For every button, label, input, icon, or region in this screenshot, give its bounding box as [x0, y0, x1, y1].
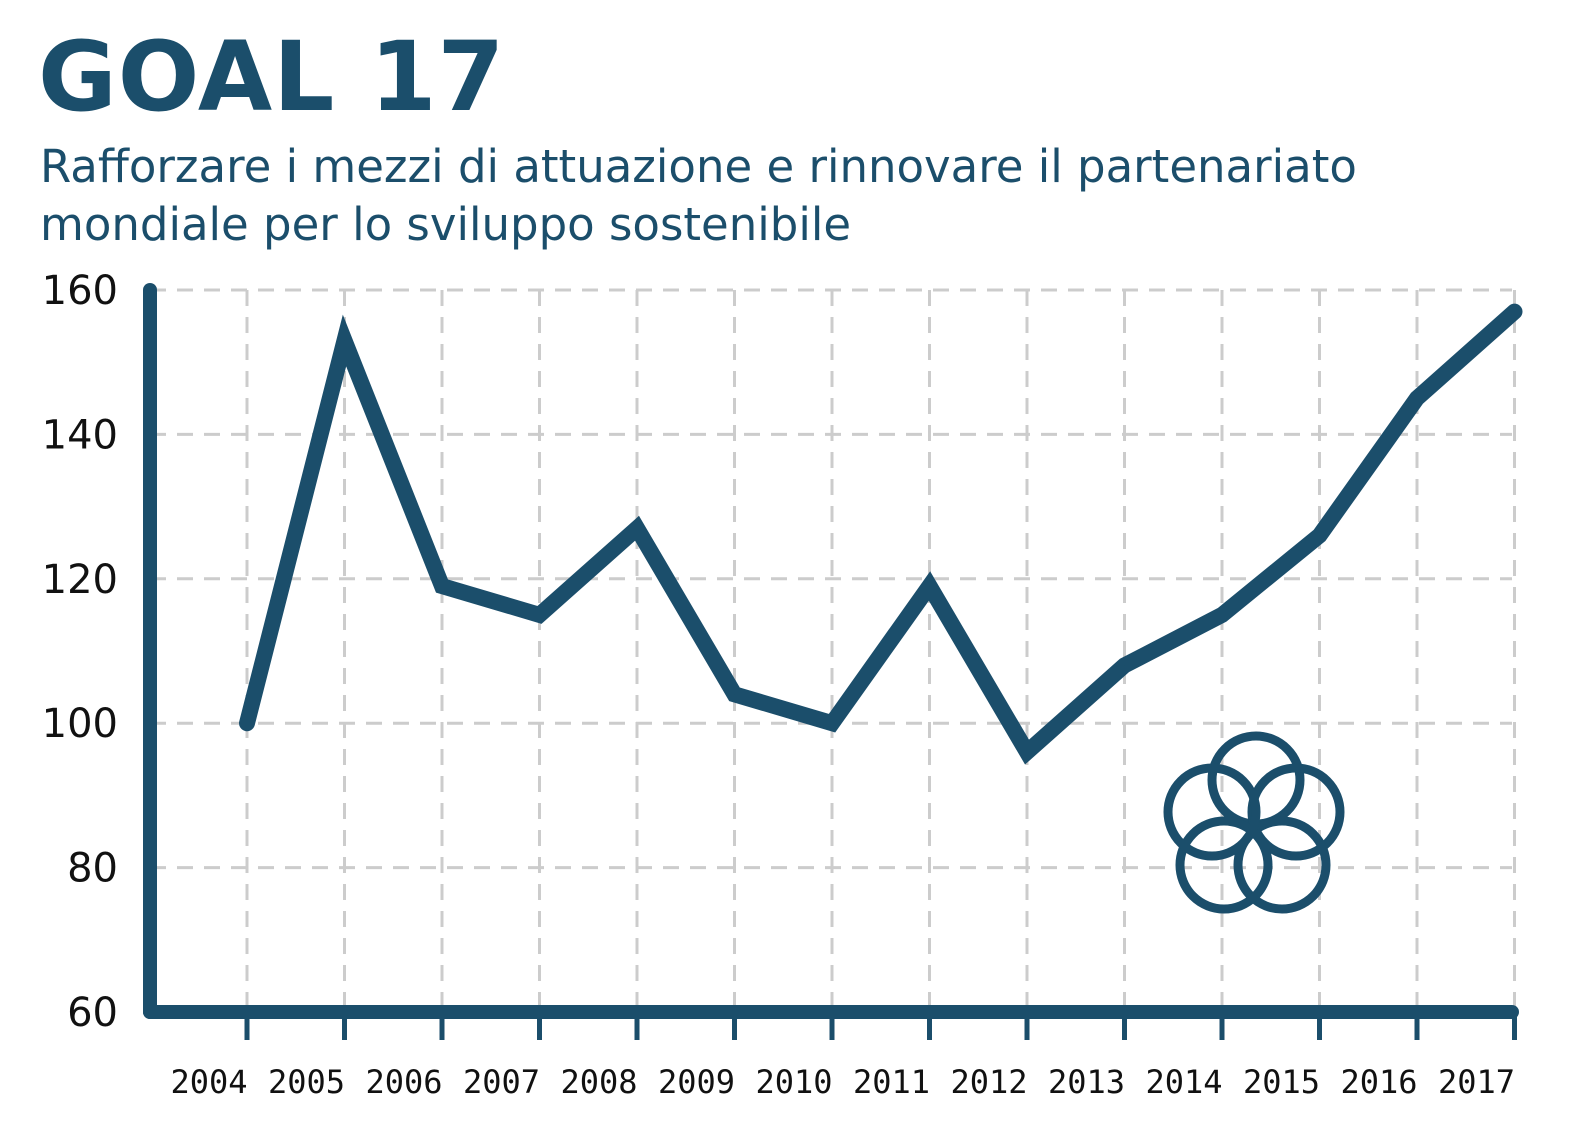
y-tick-label: 140: [42, 412, 118, 458]
x-tick-label: 2009: [658, 1063, 735, 1101]
page-subtitle: Rafforzare i mezzi di attuazione e rinno…: [40, 140, 1357, 251]
grid-lines: [150, 288, 1516, 1012]
x-tick-label: 2014: [1145, 1063, 1222, 1101]
x-tick-label: 2016: [1340, 1063, 1417, 1101]
x-tick-label: 2008: [560, 1063, 637, 1101]
series-lines: [239, 303, 1523, 765]
sdg17-interlocking-circles-icon: [1163, 731, 1345, 914]
x-tick-label: 2006: [365, 1063, 442, 1101]
y-tick-labels: 60 80 100 120 140 160: [42, 268, 118, 1036]
series-line-0: [239, 303, 1523, 765]
x-tick-label: 2015: [1243, 1063, 1320, 1101]
x-tick-label: 2007: [463, 1063, 540, 1101]
x-tick-label: 2013: [1048, 1063, 1125, 1101]
x-tick-label: 2017: [1438, 1063, 1515, 1101]
x-tick-label: 2012: [950, 1063, 1027, 1101]
page-title: GOAL 17: [38, 21, 506, 133]
y-tick-label: 80: [67, 846, 118, 892]
x-tick-label: 2004: [170, 1063, 247, 1101]
axes: [143, 283, 1519, 1040]
x-tick-label: 2011: [853, 1063, 930, 1101]
x-tick-label: 2010: [755, 1063, 832, 1101]
y-tick-label: 120: [42, 557, 118, 603]
y-tick-label: 60: [67, 990, 118, 1036]
x-tick-labels: 2004 2005 2006 2007 2008 2009 2010 2011 2012 2013…: [170, 1063, 1515, 1101]
y-tick-label: 100: [42, 701, 118, 747]
x-tick-label: 2005: [268, 1063, 345, 1101]
y-tick-label: 160: [42, 268, 118, 314]
